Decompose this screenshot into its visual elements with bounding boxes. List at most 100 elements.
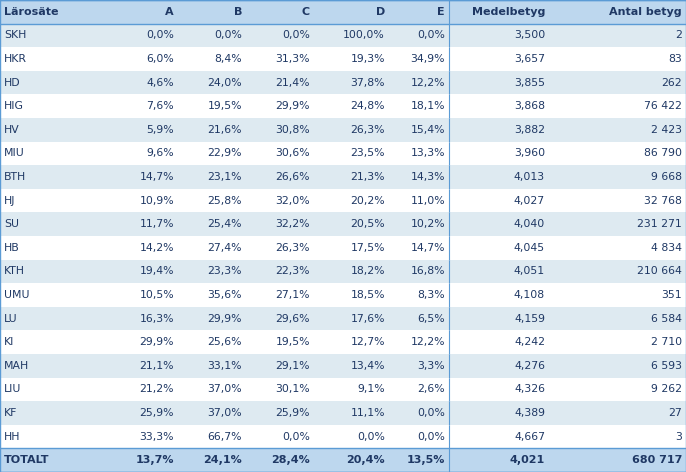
Text: 86 790: 86 790 [644, 148, 682, 159]
Text: 19,3%: 19,3% [351, 54, 385, 64]
Text: 33,3%: 33,3% [139, 431, 174, 442]
Bar [0, 330, 686, 354]
Text: 4,021: 4,021 [510, 455, 545, 465]
Text: 27,1%: 27,1% [276, 290, 310, 300]
Text: 4,667: 4,667 [514, 431, 545, 442]
Text: UMU: UMU [4, 290, 29, 300]
Text: SU: SU [4, 219, 19, 229]
Text: 12,2%: 12,2% [410, 337, 445, 347]
Text: 22,9%: 22,9% [207, 148, 242, 159]
Text: 6 584: 6 584 [651, 313, 682, 324]
Bar [0, 142, 686, 165]
Text: 3,868: 3,868 [514, 101, 545, 111]
Text: 0,0%: 0,0% [417, 431, 445, 442]
Text: 31,3%: 31,3% [276, 54, 310, 64]
Text: Lärosäte: Lärosäte [4, 7, 58, 17]
Text: C: C [302, 7, 310, 17]
Text: 231 271: 231 271 [637, 219, 682, 229]
Text: 8,4%: 8,4% [214, 54, 242, 64]
Text: 30,8%: 30,8% [275, 125, 310, 135]
Text: 35,6%: 35,6% [207, 290, 242, 300]
Text: 4,276: 4,276 [514, 361, 545, 371]
Text: 12,2%: 12,2% [410, 77, 445, 88]
Text: 17,6%: 17,6% [351, 313, 385, 324]
Text: 6,0%: 6,0% [146, 54, 174, 64]
Text: 24,8%: 24,8% [351, 101, 385, 111]
Text: D: D [376, 7, 385, 17]
Text: 32 768: 32 768 [644, 195, 682, 206]
Text: HD: HD [4, 77, 21, 88]
Text: 7,6%: 7,6% [146, 101, 174, 111]
Text: 4,045: 4,045 [514, 243, 545, 253]
Text: HB: HB [4, 243, 20, 253]
Text: 25,6%: 25,6% [207, 337, 242, 347]
Text: 4,040: 4,040 [514, 219, 545, 229]
Text: 262: 262 [661, 77, 682, 88]
Text: 21,2%: 21,2% [139, 384, 174, 395]
Text: 14,7%: 14,7% [139, 172, 174, 182]
Text: 37,0%: 37,0% [207, 384, 242, 395]
Text: 29,1%: 29,1% [276, 361, 310, 371]
Text: 3,882: 3,882 [514, 125, 545, 135]
Text: 24,1%: 24,1% [203, 455, 242, 465]
Text: 37,0%: 37,0% [207, 408, 242, 418]
Text: Antal betyg: Antal betyg [609, 7, 682, 17]
Text: 13,3%: 13,3% [410, 148, 445, 159]
Text: 4,159: 4,159 [514, 313, 545, 324]
Bar [0, 307, 686, 330]
Text: 14,3%: 14,3% [410, 172, 445, 182]
Bar [0, 212, 686, 236]
Bar [0, 354, 686, 378]
Text: A: A [165, 7, 174, 17]
Text: 26,6%: 26,6% [276, 172, 310, 182]
Text: 2,6%: 2,6% [417, 384, 445, 395]
Text: 21,4%: 21,4% [276, 77, 310, 88]
Text: 30,6%: 30,6% [275, 148, 310, 159]
Text: 9,1%: 9,1% [357, 384, 385, 395]
Text: 20,4%: 20,4% [346, 455, 385, 465]
Text: 11,1%: 11,1% [351, 408, 385, 418]
Text: 6 593: 6 593 [651, 361, 682, 371]
Text: 16,8%: 16,8% [410, 266, 445, 277]
Text: 21,1%: 21,1% [139, 361, 174, 371]
Text: BTH: BTH [4, 172, 26, 182]
Text: 28,4%: 28,4% [271, 455, 310, 465]
Text: 3,3%: 3,3% [417, 361, 445, 371]
Text: 15,4%: 15,4% [410, 125, 445, 135]
Text: 18,5%: 18,5% [351, 290, 385, 300]
Text: 680 717: 680 717 [632, 455, 682, 465]
Bar [0, 165, 686, 189]
Bar [0, 71, 686, 94]
Text: 29,6%: 29,6% [276, 313, 310, 324]
Text: 4,389: 4,389 [514, 408, 545, 418]
Text: 23,5%: 23,5% [351, 148, 385, 159]
Text: 25,9%: 25,9% [276, 408, 310, 418]
Text: 66,7%: 66,7% [207, 431, 242, 442]
Text: KI: KI [4, 337, 14, 347]
Text: 33,1%: 33,1% [207, 361, 242, 371]
Text: E: E [438, 7, 445, 17]
Bar [0, 94, 686, 118]
Text: 21,3%: 21,3% [351, 172, 385, 182]
Text: 24,0%: 24,0% [207, 77, 242, 88]
Text: 6,5%: 6,5% [417, 313, 445, 324]
Text: 0,0%: 0,0% [282, 431, 310, 442]
Text: HV: HV [4, 125, 20, 135]
Text: 13,7%: 13,7% [136, 455, 174, 465]
Text: Medelbetyg: Medelbetyg [472, 7, 545, 17]
Text: 18,2%: 18,2% [351, 266, 385, 277]
Text: 4,013: 4,013 [514, 172, 545, 182]
Bar [0, 260, 686, 283]
Text: 9 262: 9 262 [651, 384, 682, 395]
Text: 26,3%: 26,3% [351, 125, 385, 135]
Text: 23,3%: 23,3% [207, 266, 242, 277]
Text: 5,9%: 5,9% [146, 125, 174, 135]
Text: HIG: HIG [4, 101, 24, 111]
Text: 30,1%: 30,1% [275, 384, 310, 395]
Bar [0, 425, 686, 448]
Text: 14,7%: 14,7% [410, 243, 445, 253]
Text: 19,5%: 19,5% [276, 337, 310, 347]
Text: 18,1%: 18,1% [410, 101, 445, 111]
Text: HH: HH [4, 431, 21, 442]
Text: 17,5%: 17,5% [351, 243, 385, 253]
